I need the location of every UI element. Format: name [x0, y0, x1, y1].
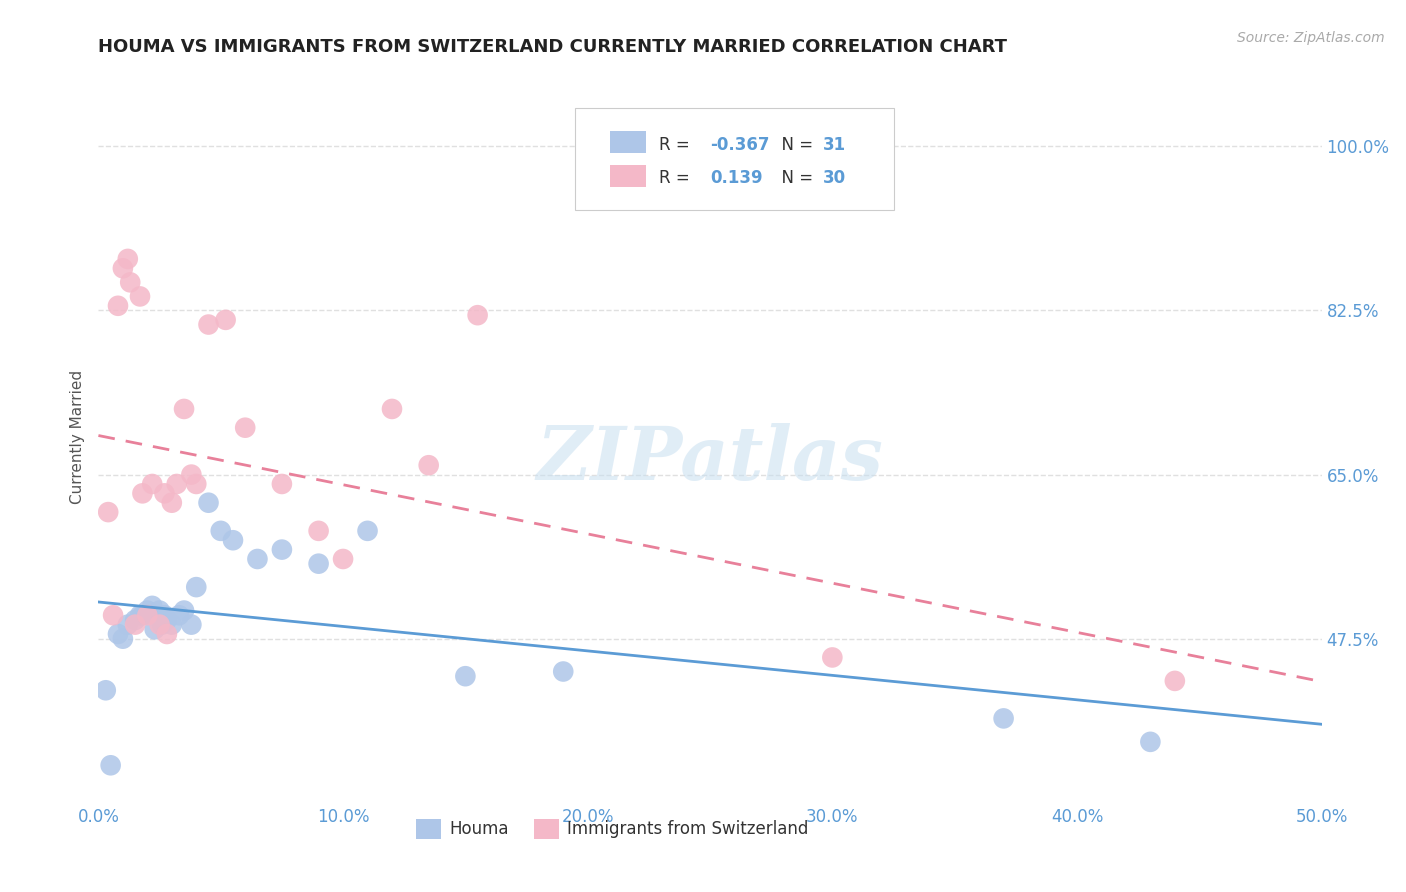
Point: [153, 608, 176, 623]
Text: HOUMA VS IMMIGRANTS FROM SWITZERLAND CURRENTLY MARRIED CORRELATION CHART: HOUMA VS IMMIGRANTS FROM SWITZERLAND CUR…: [98, 38, 1008, 56]
Point: [156, 613, 179, 627]
Point: [454, 669, 477, 683]
Point: [332, 552, 354, 566]
Point: [153, 486, 176, 500]
Point: [233, 420, 256, 434]
Point: [124, 617, 146, 632]
Point: [150, 617, 173, 632]
Point: [553, 665, 575, 679]
Point: [149, 617, 172, 632]
Point: [308, 557, 330, 571]
Point: [107, 299, 129, 313]
Point: [270, 542, 294, 557]
Point: [136, 608, 159, 623]
Point: [173, 401, 195, 416]
Text: N =: N =: [772, 136, 818, 153]
Text: -0.367: -0.367: [710, 136, 769, 153]
Point: [180, 467, 202, 482]
Point: [160, 617, 183, 632]
Text: ZIPatlas: ZIPatlas: [537, 423, 883, 495]
Point: [100, 758, 122, 772]
Point: [222, 533, 245, 548]
Point: [149, 603, 172, 617]
Point: [131, 608, 153, 623]
Point: [993, 711, 1015, 725]
Text: R =: R =: [658, 136, 695, 153]
Point: [308, 524, 330, 538]
Point: [94, 683, 117, 698]
Text: Source: ZipAtlas.com: Source: ZipAtlas.com: [1237, 31, 1385, 45]
Text: N =: N =: [772, 169, 818, 187]
Point: [1164, 673, 1187, 688]
Point: [356, 524, 378, 538]
Point: [1139, 735, 1161, 749]
Point: [467, 308, 489, 322]
Point: [101, 608, 124, 623]
Point: [143, 623, 166, 637]
Point: [120, 276, 142, 290]
Point: [197, 318, 219, 332]
Y-axis label: Currently Married: Currently Married: [69, 370, 84, 504]
Point: [111, 261, 134, 276]
Point: [111, 632, 134, 646]
Point: [821, 650, 844, 665]
Point: [186, 580, 208, 594]
Point: [418, 458, 440, 473]
Point: [107, 627, 129, 641]
FancyBboxPatch shape: [610, 131, 647, 153]
Text: R =: R =: [658, 169, 695, 187]
Point: [117, 252, 139, 266]
Text: 30: 30: [823, 169, 845, 187]
Point: [129, 289, 152, 303]
Point: [156, 627, 179, 641]
Point: [173, 603, 195, 617]
Point: [209, 524, 232, 538]
Point: [141, 477, 163, 491]
Point: [129, 608, 152, 623]
Point: [141, 599, 163, 613]
Point: [160, 496, 183, 510]
Point: [166, 477, 188, 491]
Point: [167, 608, 190, 623]
Point: [117, 617, 139, 632]
Point: [381, 401, 404, 416]
Point: [246, 552, 269, 566]
Point: [186, 477, 208, 491]
Point: [270, 477, 294, 491]
Legend: Houma, Immigrants from Switzerland: Houma, Immigrants from Switzerland: [409, 812, 815, 846]
Text: 31: 31: [823, 136, 845, 153]
Point: [97, 505, 120, 519]
Point: [180, 617, 202, 632]
FancyBboxPatch shape: [610, 165, 647, 187]
FancyBboxPatch shape: [575, 108, 894, 211]
Point: [124, 613, 146, 627]
Point: [136, 603, 159, 617]
Point: [214, 313, 236, 327]
Point: [197, 496, 219, 510]
Point: [131, 486, 153, 500]
Text: 0.139: 0.139: [710, 169, 762, 187]
